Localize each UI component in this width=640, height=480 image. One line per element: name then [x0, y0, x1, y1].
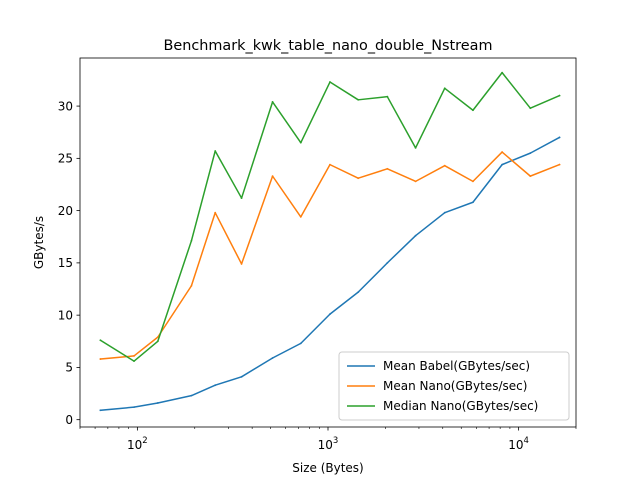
data-point [133, 355, 135, 357]
data-point [190, 240, 193, 242]
data-point [443, 211, 446, 214]
legend-entry: Median Nano(GBytes/sec) [347, 399, 538, 413]
data-point [329, 313, 331, 315]
data-point [386, 261, 389, 264]
data-point [133, 406, 135, 409]
data-point [558, 94, 561, 97]
data-point [299, 342, 302, 345]
data-point [329, 81, 331, 83]
legend-entry: Mean Babel(GBytes/sec) [347, 359, 530, 373]
data-point [156, 402, 159, 404]
data-point [190, 284, 193, 287]
data-point [501, 151, 504, 153]
data-point [443, 164, 446, 167]
series-layer [99, 71, 561, 412]
data-point [156, 336, 159, 338]
data-point [501, 163, 504, 166]
legend-box [338, 351, 570, 421]
data-point [271, 175, 274, 178]
data-point [271, 357, 274, 359]
data-point [190, 394, 193, 397]
data-point [529, 107, 532, 110]
data-point [271, 101, 274, 103]
legend-entry: Mean Nano(GBytes/sec) [347, 379, 527, 393]
series-group [99, 136, 561, 412]
data-point [443, 87, 446, 90]
ticks-layer: 0 5 10 15 20 25 30 102 103 104 [58, 99, 577, 452]
data-point [99, 339, 102, 342]
data-point [214, 211, 217, 214]
y-tick-label: 20 [58, 204, 73, 218]
y-tick-label: 5 [65, 361, 73, 375]
data-point [240, 263, 243, 265]
data-point [99, 358, 102, 360]
data-point [99, 409, 102, 412]
data-point [357, 98, 360, 101]
data-point [240, 197, 243, 199]
x-tick-label: 103 [318, 436, 339, 452]
y-tick-label: 10 [58, 308, 73, 322]
data-point [156, 340, 159, 343]
data-point [329, 163, 331, 166]
data-point [214, 384, 217, 387]
y-tick-label: 15 [58, 256, 73, 270]
axes-spines [79, 57, 577, 428]
legend-label: Median Nano(GBytes/sec) [383, 399, 538, 413]
y-axis-label: GBytes/s [32, 216, 46, 269]
y-tick-label: 25 [58, 152, 73, 166]
data-point [501, 71, 504, 74]
x-tick-label: 102 [127, 436, 148, 452]
data-point [529, 175, 532, 178]
y-tick-label: 0 [65, 413, 73, 427]
data-point [299, 141, 302, 144]
data-point [214, 150, 217, 152]
data-point [414, 234, 417, 237]
data-point [472, 201, 474, 204]
chart-title: Benchmark_kwk_table_nano_double_Nstream [164, 38, 493, 54]
data-point [414, 147, 417, 149]
y-tick-label: 30 [58, 99, 73, 113]
data-point [357, 291, 360, 294]
legend-label: Mean Babel(GBytes/sec) [383, 359, 530, 373]
data-point [558, 136, 561, 139]
data-point [299, 215, 302, 218]
data-point [472, 109, 474, 112]
data-point [472, 180, 474, 183]
data-point [133, 360, 135, 363]
data-point [386, 95, 389, 98]
legend: Mean Babel(GBytes/sec) Mean Nano(GBytes/… [338, 351, 570, 421]
data-point [414, 180, 417, 183]
data-point [386, 167, 389, 170]
data-point [558, 163, 561, 166]
series-group [99, 71, 561, 363]
x-tick-label: 104 [508, 436, 529, 452]
x-axis-label: Size (Bytes) [292, 461, 363, 475]
legend-label: Mean Nano(GBytes/sec) [383, 379, 527, 393]
series-group [99, 151, 561, 360]
data-point [240, 375, 243, 378]
data-point [529, 152, 532, 155]
data-point [357, 177, 360, 180]
